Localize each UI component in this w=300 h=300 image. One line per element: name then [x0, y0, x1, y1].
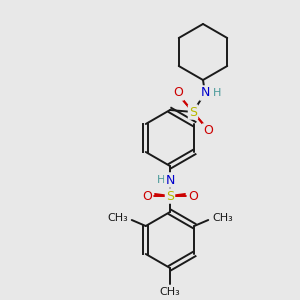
Text: N: N	[200, 86, 210, 100]
Text: CH₃: CH₃	[160, 287, 180, 297]
Text: CH₃: CH₃	[212, 213, 233, 223]
Text: H: H	[213, 88, 221, 98]
Text: S: S	[166, 190, 174, 202]
Text: S: S	[189, 106, 197, 118]
Text: O: O	[142, 190, 152, 202]
Text: O: O	[188, 190, 198, 202]
Text: O: O	[173, 86, 183, 100]
Text: H: H	[157, 175, 165, 185]
Text: CH₃: CH₃	[107, 213, 128, 223]
Text: O: O	[203, 124, 213, 137]
Text: N: N	[165, 173, 175, 187]
